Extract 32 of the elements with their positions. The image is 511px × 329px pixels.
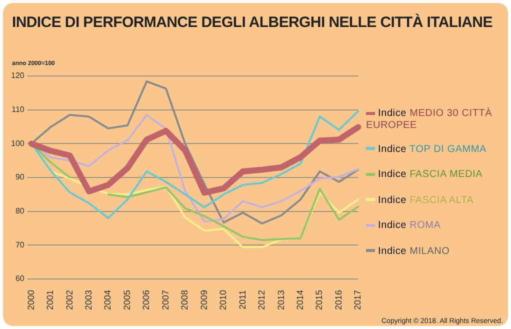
- legend-label: Indice FASCIA MEDIA: [378, 169, 483, 180]
- legend-label: Indice ROMA: [378, 220, 441, 231]
- y-tick-label: 110: [12, 105, 25, 114]
- x-tick-label: 2006: [141, 290, 152, 310]
- x-tick-label: 2013: [276, 290, 286, 310]
- chart-title: INDICE DI PERFORMANCE DEGLI ALBERGHI NELLE CITTÀ ITALIANE: [12, 14, 494, 31]
- x-tick-label: 2010: [218, 290, 228, 310]
- x-tick-label: 2014: [295, 290, 306, 310]
- y-tick-label: 120: [10, 71, 25, 80]
- legend-label: Indice TOP DI GAMMA: [378, 144, 487, 154]
- legend-label: Indice FASCIA ALTA: [378, 194, 474, 206]
- legend-label: Indice MEDIO 30 CITTÀ EUROPEE: [366, 108, 492, 131]
- x-tick-label: 2002: [64, 290, 74, 310]
- x-tick-label: 2000: [26, 290, 36, 310]
- x-tick-label: 2005: [122, 290, 132, 310]
- x-tick-label: 2004: [102, 290, 113, 310]
- y-tick-label: 90: [15, 172, 25, 182]
- x-tick-label: 2003: [84, 290, 94, 310]
- x-tick-label: 2007: [160, 290, 170, 310]
- y-tick-label: 80: [15, 206, 25, 216]
- y-tick-label: 100: [10, 138, 25, 148]
- x-tick-label: 2001: [45, 290, 56, 310]
- x-tick-label: 2016: [333, 290, 344, 310]
- x-tick-label: 2009: [198, 290, 209, 310]
- y-tick-label: 60: [15, 274, 25, 284]
- x-tick-label: 2012: [256, 290, 267, 310]
- legend-label: Indice MILANO: [378, 246, 450, 256]
- x-tick-label: 2017: [352, 290, 363, 310]
- x-tick-label: 2015: [314, 290, 324, 310]
- x-tick-label: 2011: [237, 290, 248, 310]
- x-tick-label: 2008: [180, 290, 190, 310]
- y-tick-label: 70: [15, 240, 25, 250]
